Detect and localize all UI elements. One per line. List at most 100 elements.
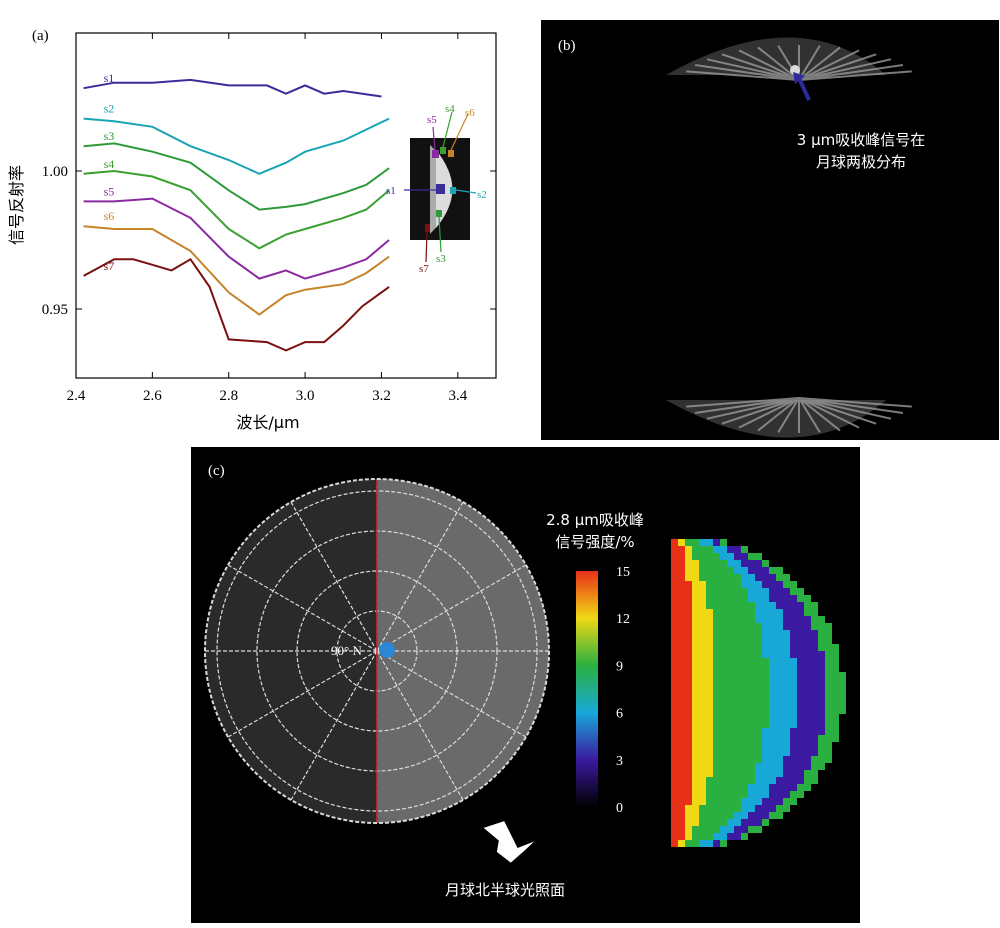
heatmap-cell — [748, 777, 755, 784]
heatmap-cell — [734, 749, 741, 756]
heatmap-cell — [713, 735, 720, 742]
longitude-line — [227, 564, 378, 652]
heatmap-cell — [818, 616, 825, 623]
heatmap-cell — [692, 553, 699, 560]
heatmap-cell — [713, 623, 720, 630]
polar-distribution-svg: (b) 3 μm吸收峰信号在 月球两极分布 — [558, 37, 925, 438]
heatmap-cell — [741, 644, 748, 651]
heatmap-cell — [811, 735, 818, 742]
heatmap-cell — [769, 609, 776, 616]
heatmap-cell — [762, 616, 769, 623]
heatmap-cell — [727, 700, 734, 707]
heatmap-cell — [825, 735, 832, 742]
heatmap-cell — [825, 693, 832, 700]
heatmap-cell — [685, 595, 692, 602]
heatmap-cell — [671, 658, 678, 665]
heatmap-cell — [832, 672, 839, 679]
heatmap-cell — [678, 658, 685, 665]
heatmap-cell — [741, 700, 748, 707]
heatmap-cell — [706, 749, 713, 756]
heatmap-cell — [713, 644, 720, 651]
heatmap-cell — [692, 798, 699, 805]
heatmap-cell — [769, 784, 776, 791]
polar-ray — [798, 53, 877, 81]
heatmap-cell — [671, 749, 678, 756]
heatmap-cell — [804, 784, 811, 791]
heatmap-cell — [685, 707, 692, 714]
heatmap-cell — [713, 686, 720, 693]
heatmap-cell — [713, 777, 720, 784]
heatmap-cell — [720, 707, 727, 714]
heatmap-cell — [748, 812, 755, 819]
heatmap-cell — [832, 693, 839, 700]
heatmap-cell — [783, 630, 790, 637]
heatmap-cell — [685, 826, 692, 833]
heatmap-cell — [748, 791, 755, 798]
heatmap-cell — [741, 658, 748, 665]
heatmap-cell — [797, 714, 804, 721]
heatmap-cell — [818, 707, 825, 714]
heatmap-cell — [769, 595, 776, 602]
heatmap-cell — [678, 616, 685, 623]
heatmap-cell — [811, 742, 818, 749]
heatmap-cell — [706, 812, 713, 819]
heatmap-cell — [741, 665, 748, 672]
heatmap-cell — [720, 609, 727, 616]
heatmap-cell — [762, 581, 769, 588]
heatmap-cell — [769, 728, 776, 735]
heatmap-cell — [755, 630, 762, 637]
heatmap-cell — [741, 581, 748, 588]
heatmap-cell — [776, 658, 783, 665]
heatmap-cell — [678, 672, 685, 679]
polar-ray — [798, 397, 841, 432]
heatmap-cell — [804, 623, 811, 630]
heatmap-cell — [692, 581, 699, 588]
heatmap-cell — [720, 742, 727, 749]
heatmap-cell — [734, 742, 741, 749]
heatmap-cell — [734, 686, 741, 693]
heatmap-cell — [720, 784, 727, 791]
heatmap-cell — [727, 819, 734, 826]
heatmap-cell — [692, 595, 699, 602]
heatmap-cell — [769, 707, 776, 714]
heatmap-cell — [699, 770, 706, 777]
heatmap-cell — [713, 588, 720, 595]
heatmap-cell — [706, 574, 713, 581]
heatmap-cell — [720, 833, 727, 840]
heatmap-cell — [713, 567, 720, 574]
heatmap-cell — [734, 756, 741, 763]
heatmap-cell — [692, 707, 699, 714]
heatmap-cell — [720, 700, 727, 707]
heatmap-cell — [825, 707, 832, 714]
heatmap-cell — [678, 826, 685, 833]
heatmap-cell — [741, 574, 748, 581]
heatmap-cell — [818, 637, 825, 644]
heatmap-cell — [741, 651, 748, 658]
heatmap-cell — [790, 588, 797, 595]
heatmap-cell — [678, 742, 685, 749]
panel-b-polar-distribution: (b) 3 μm吸收峰信号在 月球两极分布 — [541, 20, 999, 440]
heatmap-cell — [713, 553, 720, 560]
heatmap-cell — [762, 630, 769, 637]
x-tick-label: 2.6 — [143, 388, 162, 404]
heatmap-cell — [727, 784, 734, 791]
heatmap-cell — [671, 805, 678, 812]
heatmap-cell — [699, 539, 706, 546]
annotation-line-2: 月球两极分布 — [816, 153, 906, 171]
heatmap-cell — [699, 700, 706, 707]
heatmap-cell — [804, 770, 811, 777]
heatmap-cell — [825, 651, 832, 658]
heatmap-cell — [748, 770, 755, 777]
heatmap-cell — [692, 574, 699, 581]
polar-ray — [694, 397, 800, 414]
heatmap-cell — [790, 777, 797, 784]
heatmap-cell — [671, 651, 678, 658]
heatmap-cell — [713, 728, 720, 735]
heatmap-cell — [699, 819, 706, 826]
plot-frame — [75, 32, 497, 379]
heatmap-cell — [685, 560, 692, 567]
heatmap-cell — [685, 763, 692, 770]
heatmap-cell — [762, 749, 769, 756]
heatmap-cell — [720, 658, 727, 665]
heatmap-cell — [776, 728, 783, 735]
